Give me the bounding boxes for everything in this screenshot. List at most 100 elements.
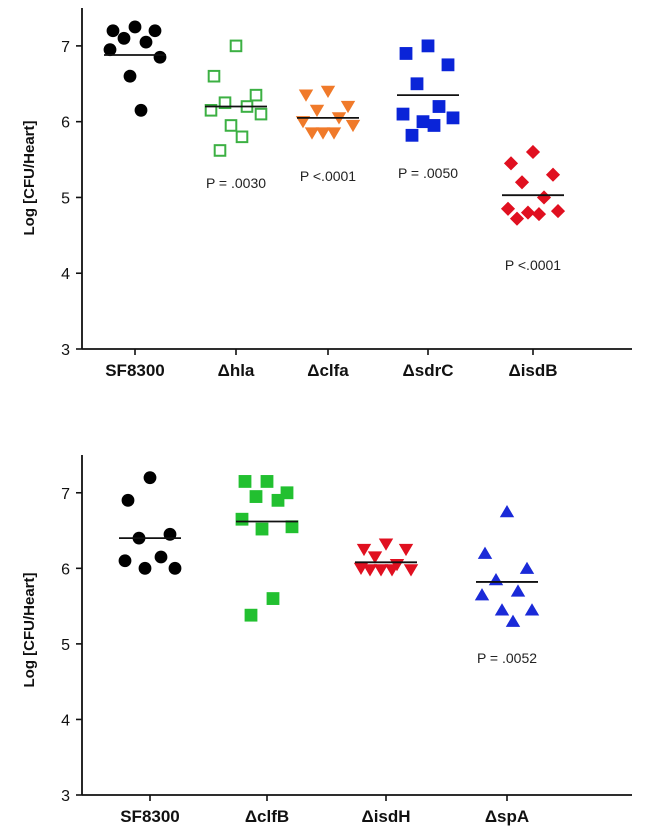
y-tick-label: 5 bbox=[61, 637, 70, 654]
y-tick-label: 3 bbox=[61, 788, 70, 805]
series-3: P = .0050 bbox=[396, 39, 460, 181]
data-point bbox=[204, 104, 218, 117]
series-3: P = .0052 bbox=[474, 505, 540, 666]
p-value-label: P = .0030 bbox=[206, 175, 266, 191]
data-point bbox=[309, 104, 325, 117]
data-point bbox=[128, 20, 142, 34]
x-category-label: Δclfa bbox=[307, 361, 349, 380]
y-tick-label: 3 bbox=[61, 342, 70, 359]
y-tick-label: 6 bbox=[61, 115, 70, 132]
p-value-label: P <.0001 bbox=[505, 257, 561, 273]
data-point bbox=[403, 564, 419, 577]
data-point bbox=[505, 614, 521, 627]
data-point bbox=[525, 144, 541, 160]
data-point bbox=[213, 144, 227, 157]
chart-panel-top: 3 4 5 6 7 Log [CFU/Heart] SF8300 Δhla Δclfa ΔsdrC… bbox=[21, 8, 632, 380]
data-point bbox=[304, 127, 320, 140]
p-value-label: P = .0052 bbox=[477, 650, 537, 666]
data-point bbox=[474, 588, 490, 601]
data-point bbox=[271, 493, 285, 507]
data-point bbox=[134, 103, 148, 117]
x-category-label: ΔsdrC bbox=[403, 361, 454, 380]
y-axis-label: Log [CFU/Heart] bbox=[21, 121, 38, 236]
data-point bbox=[218, 96, 232, 110]
data-point bbox=[224, 119, 238, 132]
data-point bbox=[244, 608, 258, 622]
x-category-label: SF8300 bbox=[105, 361, 165, 380]
data-point bbox=[410, 77, 424, 91]
data-point bbox=[500, 201, 516, 216]
series-2: P <.0001 bbox=[295, 85, 361, 184]
x-category-label: Δhla bbox=[218, 361, 255, 380]
data-point bbox=[446, 111, 460, 125]
data-point bbox=[514, 175, 530, 190]
x-category-label: ΔisdH bbox=[361, 807, 410, 826]
x-category-label: ΔisdB bbox=[508, 361, 557, 380]
data-point bbox=[416, 115, 430, 129]
data-point bbox=[148, 24, 162, 38]
data-point bbox=[510, 584, 526, 597]
data-point bbox=[399, 47, 413, 60]
data-point bbox=[121, 493, 135, 507]
data-point bbox=[249, 490, 263, 503]
data-point bbox=[378, 538, 394, 551]
data-point bbox=[503, 156, 519, 171]
data-point bbox=[139, 35, 153, 49]
y-tick-label: 6 bbox=[61, 561, 70, 578]
data-point bbox=[235, 130, 249, 144]
data-point bbox=[520, 205, 536, 220]
data-point bbox=[117, 31, 131, 45]
data-point bbox=[405, 128, 419, 142]
data-point bbox=[320, 85, 336, 98]
data-point bbox=[138, 561, 152, 575]
series-1: P = .0030 bbox=[204, 39, 268, 191]
data-point bbox=[153, 50, 167, 64]
data-point bbox=[118, 554, 132, 568]
y-tick-label: 5 bbox=[61, 190, 70, 207]
data-point bbox=[509, 211, 525, 226]
y-tick-label: 7 bbox=[61, 486, 70, 503]
data-point bbox=[488, 573, 504, 586]
data-point bbox=[356, 543, 372, 557]
data-point bbox=[340, 100, 356, 114]
data-point bbox=[295, 116, 311, 129]
data-point bbox=[266, 592, 280, 605]
data-point bbox=[207, 69, 221, 83]
data-point bbox=[367, 551, 383, 564]
data-point bbox=[427, 119, 441, 132]
data-point bbox=[106, 24, 120, 38]
x-category-label: SF8300 bbox=[120, 807, 180, 826]
data-point bbox=[345, 119, 361, 133]
series-1 bbox=[235, 475, 299, 622]
data-point bbox=[441, 58, 455, 72]
x-category-label: ΔclfB bbox=[245, 807, 289, 826]
data-point bbox=[432, 100, 446, 113]
p-value-label: P = .0050 bbox=[398, 165, 458, 181]
data-point bbox=[524, 603, 540, 616]
data-point bbox=[499, 505, 515, 518]
data-point bbox=[531, 207, 547, 222]
data-point bbox=[545, 167, 561, 182]
data-point bbox=[123, 69, 137, 83]
chart-panel-bottom: 3 4 5 6 7 Log [CFU/Heart] SF8300 ΔclfB ΔisdH ΔspA… bbox=[21, 455, 632, 826]
data-point bbox=[260, 475, 274, 488]
data-point bbox=[143, 471, 157, 485]
y-tick-label: 4 bbox=[61, 266, 70, 283]
data-point bbox=[255, 522, 269, 536]
y-tick-label: 4 bbox=[61, 712, 70, 729]
x-category-label: ΔspA bbox=[485, 807, 529, 826]
data-point bbox=[421, 39, 435, 53]
data-point bbox=[494, 603, 510, 616]
data-point bbox=[477, 546, 493, 559]
y-tick-label: 7 bbox=[61, 39, 70, 56]
series-0 bbox=[103, 20, 167, 117]
data-point bbox=[168, 561, 182, 575]
data-point bbox=[326, 127, 342, 140]
data-point bbox=[238, 475, 252, 488]
data-point bbox=[362, 564, 378, 577]
data-point bbox=[103, 43, 117, 57]
data-point bbox=[154, 550, 168, 564]
series-2 bbox=[353, 538, 419, 577]
data-point bbox=[285, 520, 299, 534]
